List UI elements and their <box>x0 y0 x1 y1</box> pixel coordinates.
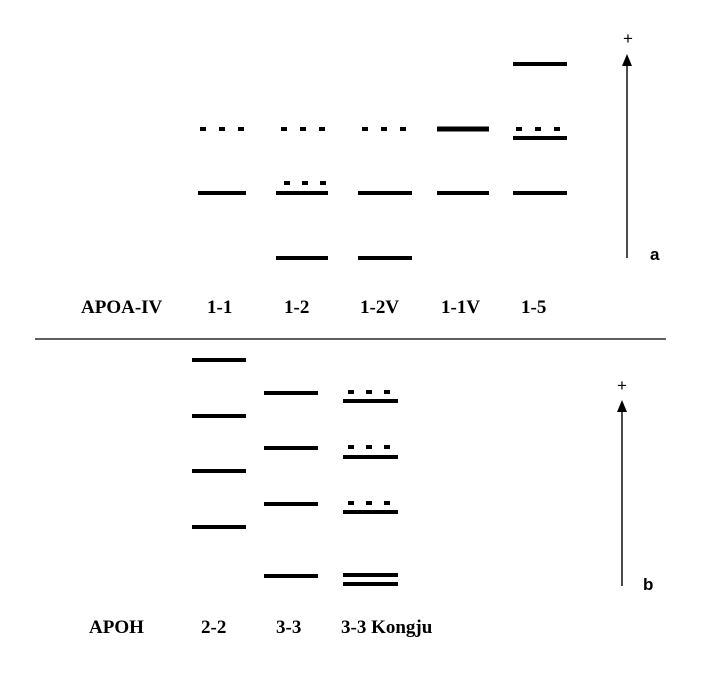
plus-symbol-b: + <box>617 376 627 395</box>
protein-label-apoa-iv: APOA-IV <box>81 297 163 318</box>
lane-1-1v-bands <box>437 126 489 195</box>
lane-3-3-bands <box>264 391 318 578</box>
phenotype-label: 3-3 <box>276 617 301 638</box>
panel-label-b: b <box>643 575 653 594</box>
migration-arrow-a <box>622 54 632 258</box>
phenotype-label: 3-3 Kongju <box>341 617 433 638</box>
lane-1-2-bands <box>276 127 331 260</box>
lane-1-5-bands <box>513 62 567 195</box>
panel-a: + a APOA-IV 1-1 1-2 1-2V 1-1V 1-5 <box>81 29 660 318</box>
protein-label-apoh: APOH <box>89 617 144 638</box>
lane-1-1-bands <box>198 127 250 195</box>
phenotype-label: 1-5 <box>521 297 546 318</box>
panel-label-a: a <box>650 245 660 264</box>
lane-2-2-bands <box>192 358 246 529</box>
plus-symbol-a: + <box>623 29 633 48</box>
phenotype-label: 1-2 <box>284 297 309 318</box>
lane-1-2v-bands <box>358 127 412 260</box>
phenotype-label: 2-2 <box>201 617 226 638</box>
migration-arrow-b <box>617 400 627 586</box>
panel-b: + b APOH 2-2 3-3 3-3 Kongju <box>89 358 653 638</box>
phenotype-label: 1-1V <box>441 297 480 318</box>
phenotype-label: 1-2V <box>360 297 399 318</box>
phenotype-label: 1-1 <box>207 297 232 318</box>
lane-3-3-kongju-bands <box>343 390 398 586</box>
